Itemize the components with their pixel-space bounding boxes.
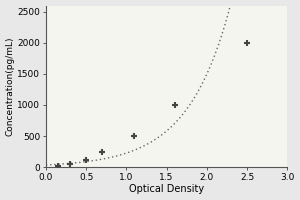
Y-axis label: Concentration(pg/mL): Concentration(pg/mL) — [6, 37, 15, 136]
X-axis label: Optical Density: Optical Density — [129, 184, 204, 194]
